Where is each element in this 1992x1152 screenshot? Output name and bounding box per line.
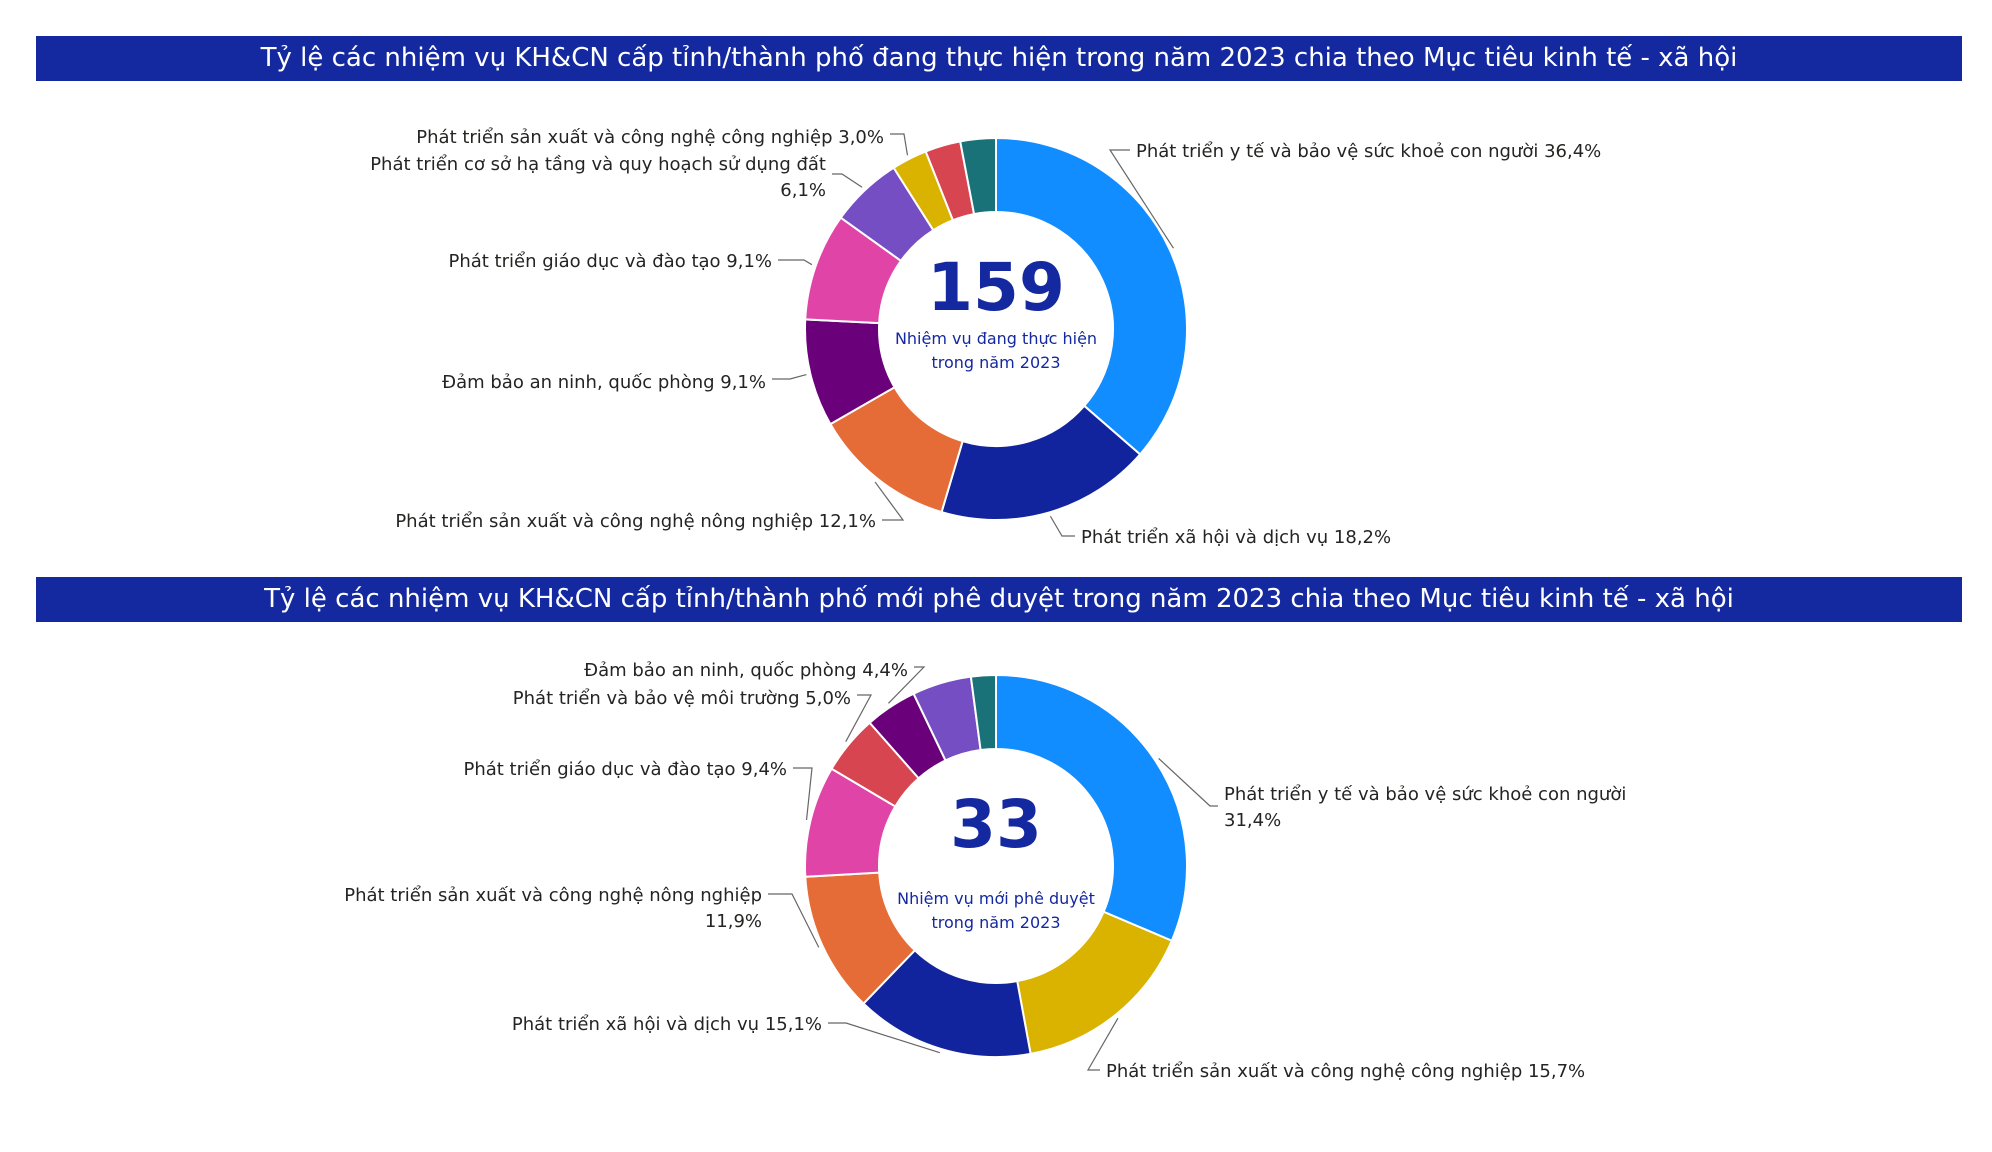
leader-line-phat-trien-san-xuat-va-cong-nghe-nong-nghiep	[874, 481, 905, 521]
donut-chart-ongoing-svg: Phát triển y tế và bảo vệ sức khoẻ con n…	[370, 127, 1601, 548]
data-label-phat-trien-san-xuat-va-cong-nghe-nong-nghiep: Phát triển sản xuất và công nghệ nông ng…	[395, 511, 876, 532]
leader-line-dam-bao-an-ninh-quoc-phong	[772, 373, 807, 380]
data-label-phat-trien-giao-duc-va-dao-tao: Phát triển giáo dục và đào tạo 9,1%	[448, 251, 772, 272]
center-caption: Nhiệm vụ đang thực hiện	[895, 329, 1097, 348]
leader-line-phat-trien-giao-duc-va-dao-tao	[778, 259, 813, 266]
leader-line-dam-bao-an-ninh-quoc-phong	[888, 666, 926, 704]
center-caption: trong năm 2023	[931, 353, 1060, 372]
data-label-phat-trien-co-so-ha-tang-va-quy-hoach-su-dung-dat: Phát triển cơ sở hạ tầng và quy hoạch sử…	[370, 154, 826, 175]
slice-phat-trien-san-xuat-va-cong-nghe-cong-nghiep[interactable]	[1016, 910, 1174, 1056]
chart-title-approved: Tỷ lệ các nhiệm vụ KH&CN cấp tỉnh/thành …	[36, 577, 1962, 622]
data-label-phat-trien-san-xuat-va-cong-nghe-nong-nghiep: 11,9%	[705, 911, 762, 932]
data-label-phat-trien-y-te-va-bao-ve-suc-khoe-con-nguoi: Phát triển y tế và bảo vệ sức khoẻ con n…	[1136, 141, 1601, 162]
data-label-dam-bao-an-ninh-quoc-phong: Đảm bảo an ninh, quốc phòng 9,1%	[442, 372, 766, 393]
data-label-phat-trien-san-xuat-va-cong-nghe-cong-nghiep: Phát triển sản xuất và công nghệ công ng…	[1106, 1061, 1585, 1082]
leader-line-phat-trien-giao-duc-va-dao-tao	[793, 767, 813, 820]
data-label-phat-trien-co-so-ha-tang-va-quy-hoach-su-dung-dat: 6,1%	[780, 180, 826, 201]
slice-unlabeled-8[interactable]	[969, 673, 997, 752]
slice-unlabeled-8[interactable]	[959, 136, 997, 216]
leader-line-phat-trien-san-xuat-va-cong-nghe-cong-nghiep	[890, 133, 909, 156]
leader-line-phat-trien-va-bao-ve-moi-truong	[845, 694, 873, 742]
data-label-phat-trien-y-te-va-bao-ve-suc-khoe-con-nguoi: Phát triển y tế và bảo vệ sức khoẻ con n…	[1224, 784, 1626, 805]
leader-line-phat-trien-san-xuat-va-cong-nghe-cong-nghiep	[1086, 1017, 1119, 1071]
donut-chart-ongoing: Phát triển y tế và bảo vệ sức khoẻ con n…	[370, 127, 1601, 548]
data-label-phat-trien-xa-hoi-va-dich-vu: Phát triển xã hội và dịch vụ 18,2%	[1081, 527, 1391, 548]
slice-phat-trien-y-te-va-bao-ve-suc-khoe-con-nguoi[interactable]	[995, 136, 1188, 456]
center-total-value: 33	[950, 786, 1042, 863]
leader-line-phat-trien-xa-hoi-va-dich-vu	[1049, 515, 1075, 537]
donut-chart-approved-svg: Phát triển y tế và bảo vệ sức khoẻ con n…	[344, 660, 1626, 1082]
data-label-phat-trien-san-xuat-va-cong-nghe-cong-nghiep: Phát triển sản xuất và công nghệ công ng…	[416, 127, 884, 148]
leader-line-phat-trien-san-xuat-va-cong-nghe-nong-nghiep	[768, 893, 820, 948]
leader-line-phat-trien-xa-hoi-va-dich-vu	[828, 1022, 941, 1054]
data-label-dam-bao-an-ninh-quoc-phong: Đảm bảo an ninh, quốc phòng 4,4%	[584, 660, 908, 681]
leader-line-phat-trien-y-te-va-bao-ve-suc-khoe-con-nguoi	[1158, 757, 1218, 807]
center-caption: trong năm 2023	[931, 913, 1060, 932]
center-caption: Nhiệm vụ mới phê duyệt	[897, 889, 1095, 908]
center-total-value: 159	[927, 249, 1065, 326]
data-label-phat-trien-y-te-va-bao-ve-suc-khoe-con-nguoi: 31,4%	[1224, 810, 1281, 831]
slice-phat-trien-y-te-va-bao-ve-suc-khoe-con-nguoi[interactable]	[995, 673, 1188, 943]
data-label-phat-trien-va-bao-ve-moi-truong: Phát triển và bảo vệ môi trường 5,0%	[513, 688, 851, 709]
leader-line-phat-trien-y-te-va-bao-ve-suc-khoe-con-nguoi	[1108, 149, 1174, 249]
data-label-phat-trien-xa-hoi-va-dich-vu: Phát triển xã hội và dịch vụ 15,1%	[512, 1014, 822, 1035]
data-label-phat-trien-giao-duc-va-dao-tao: Phát triển giáo dục và đào tạo 9,4%	[463, 759, 787, 780]
chart-title-ongoing: Tỷ lệ các nhiệm vụ KH&CN cấp tỉnh/thành …	[36, 36, 1962, 81]
donut-chart-approved: Phát triển y tế và bảo vệ sức khoẻ con n…	[0, 577, 1992, 1152]
leader-line-phat-trien-co-so-ha-tang-va-quy-hoach-su-dung-dat	[832, 173, 863, 188]
data-label-phat-trien-san-xuat-va-cong-nghe-nong-nghiep: Phát triển sản xuất và công nghệ nông ng…	[344, 885, 762, 906]
